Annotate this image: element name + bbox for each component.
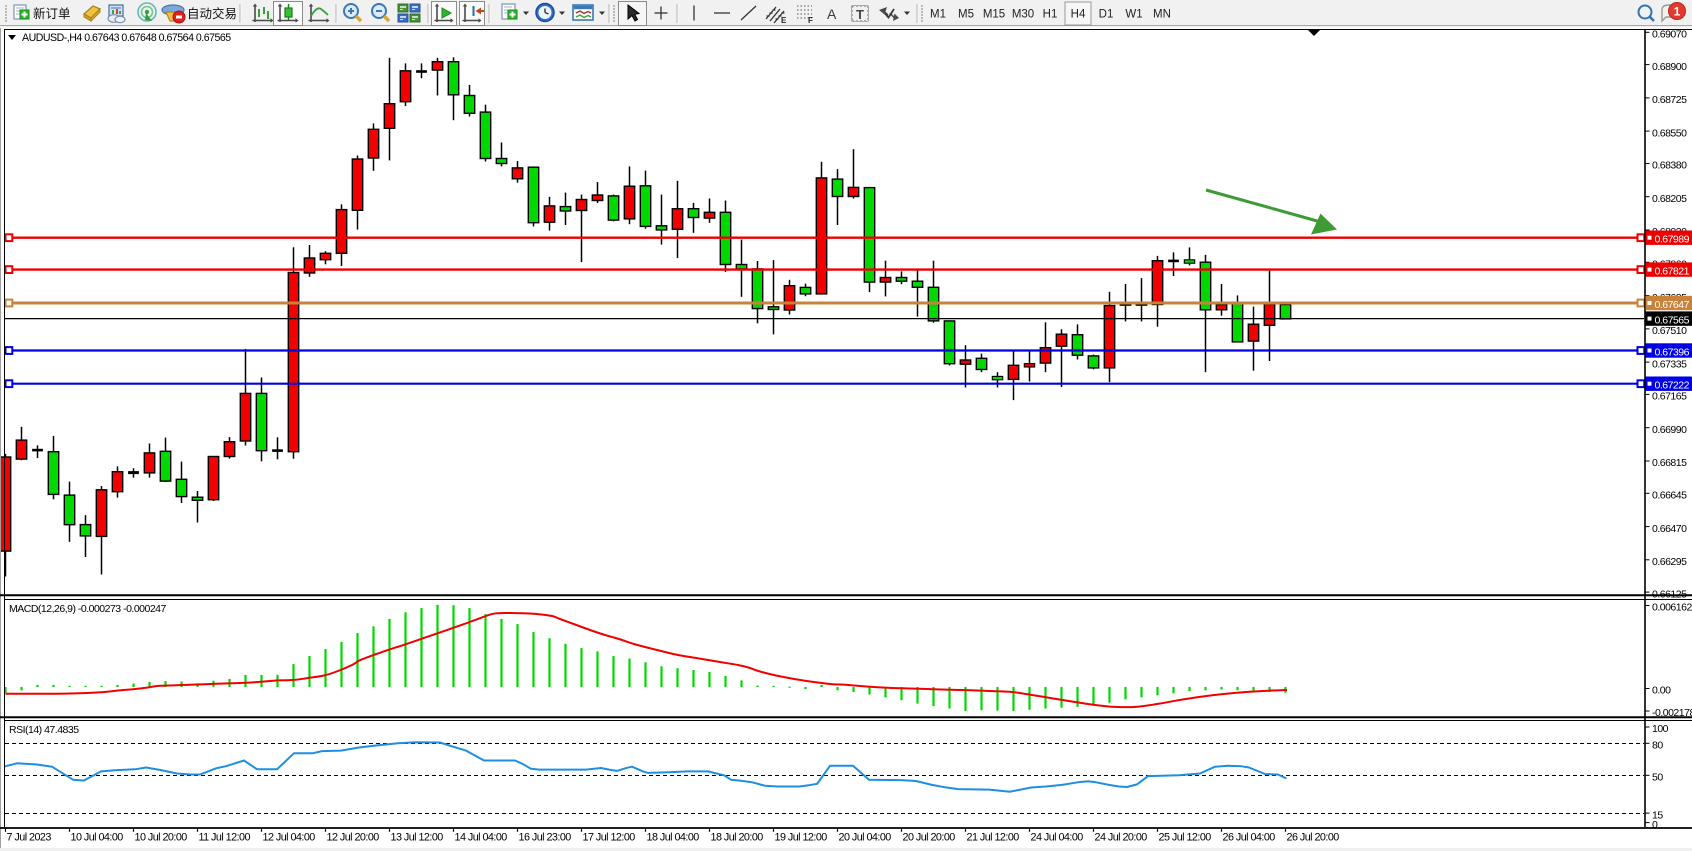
svg-text:0.68205: 0.68205: [1652, 193, 1687, 205]
svg-text:-0.002178: -0.002178: [1652, 707, 1692, 719]
svg-text:RSI(14) 47.4835: RSI(14) 47.4835: [9, 724, 79, 736]
svg-text:0.67821: 0.67821: [1655, 265, 1690, 277]
svg-text:12 Jul 20:00: 12 Jul 20:00: [327, 832, 380, 844]
svg-text:0.67647: 0.67647: [1655, 299, 1690, 311]
svg-text:26 Jul 04:00: 26 Jul 04:00: [1223, 832, 1276, 844]
svg-text:21 Jul 12:00: 21 Jul 12:00: [967, 832, 1020, 844]
svg-text:80: 80: [1652, 740, 1663, 752]
svg-text:M5: M5: [958, 9, 974, 21]
svg-text:26 Jul 20:00: 26 Jul 20:00: [1287, 832, 1340, 844]
svg-text:T: T: [856, 7, 864, 22]
svg-text:MACD(12,26,9) -0.000273 -0.000: MACD(12,26,9) -0.000273 -0.000247: [9, 603, 167, 615]
svg-text:0.68550: 0.68550: [1652, 127, 1687, 139]
svg-text:0.67335: 0.67335: [1652, 358, 1687, 370]
svg-text:0.006162: 0.006162: [1652, 602, 1692, 614]
svg-text:0.66645: 0.66645: [1652, 490, 1687, 502]
svg-text:0.67510: 0.67510: [1652, 325, 1687, 337]
svg-text:0.66295: 0.66295: [1652, 556, 1687, 568]
svg-text:E: E: [781, 16, 787, 25]
svg-text:14 Jul 04:00: 14 Jul 04:00: [455, 832, 508, 844]
svg-text:12 Jul 04:00: 12 Jul 04:00: [263, 832, 316, 844]
svg-text:H1: H1: [1043, 9, 1058, 21]
svg-text:0.66990: 0.66990: [1652, 424, 1687, 436]
svg-text:15: 15: [1652, 809, 1663, 821]
svg-text:自动交易: 自动交易: [187, 6, 237, 21]
svg-text:25 Jul 12:00: 25 Jul 12:00: [1159, 832, 1212, 844]
svg-text:10 Jul 20:00: 10 Jul 20:00: [135, 832, 188, 844]
svg-text:18 Jul 20:00: 18 Jul 20:00: [711, 832, 764, 844]
svg-text:F: F: [808, 16, 813, 25]
svg-text:11 Jul 12:00: 11 Jul 12:00: [199, 832, 251, 844]
svg-text:0.67165: 0.67165: [1652, 391, 1687, 403]
svg-text:0.68725: 0.68725: [1652, 94, 1687, 106]
svg-text:0.67222: 0.67222: [1655, 380, 1690, 392]
svg-text:20 Jul 04:00: 20 Jul 04:00: [839, 832, 892, 844]
svg-text:A: A: [827, 6, 837, 22]
svg-text:新订单: 新订单: [33, 6, 71, 21]
svg-text:M30: M30: [1012, 9, 1034, 21]
svg-text:D1: D1: [1099, 9, 1114, 21]
svg-text:0.68900: 0.68900: [1652, 61, 1687, 73]
svg-text:0: 0: [1652, 819, 1658, 831]
svg-text:10 Jul 04:00: 10 Jul 04:00: [71, 832, 124, 844]
svg-text:24 Jul 04:00: 24 Jul 04:00: [1031, 832, 1084, 844]
svg-text:0.69070: 0.69070: [1652, 29, 1687, 41]
svg-text:20 Jul 20:00: 20 Jul 20:00: [903, 832, 956, 844]
svg-text:17 Jul 12:00: 17 Jul 12:00: [583, 832, 636, 844]
svg-text:0.68380: 0.68380: [1652, 160, 1687, 172]
svg-text:H4: H4: [1071, 9, 1086, 21]
svg-text:0.67396: 0.67396: [1655, 346, 1690, 358]
svg-text:100: 100: [1652, 723, 1669, 735]
svg-text:1: 1: [1674, 5, 1681, 19]
svg-text:50: 50: [1652, 772, 1663, 784]
svg-text:0.00: 0.00: [1652, 685, 1671, 697]
svg-text:0.67989: 0.67989: [1655, 234, 1690, 246]
svg-text:M15: M15: [983, 9, 1005, 21]
svg-text:M1: M1: [930, 9, 946, 21]
svg-text:0.67565: 0.67565: [1655, 314, 1690, 326]
svg-text:0.66470: 0.66470: [1652, 523, 1687, 535]
svg-text:W1: W1: [1125, 9, 1142, 21]
svg-text:0.66125: 0.66125: [1652, 588, 1687, 600]
svg-text:7 Jul 2023: 7 Jul 2023: [7, 832, 52, 844]
svg-text:18 Jul 04:00: 18 Jul 04:00: [647, 832, 700, 844]
svg-text:16 Jul 23:00: 16 Jul 23:00: [519, 832, 572, 844]
svg-text:AUDUSD-,H4 0.67643 0.67648 0.: AUDUSD-,H4 0.67643 0.67648 0.67564 0.675…: [22, 32, 231, 44]
svg-text:13 Jul 12:00: 13 Jul 12:00: [391, 832, 444, 844]
svg-text:19 Jul 12:00: 19 Jul 12:00: [775, 832, 828, 844]
svg-text:0.66815: 0.66815: [1652, 457, 1687, 469]
svg-text:24 Jul 20:00: 24 Jul 20:00: [1095, 832, 1148, 844]
svg-text:MN: MN: [1153, 9, 1171, 21]
